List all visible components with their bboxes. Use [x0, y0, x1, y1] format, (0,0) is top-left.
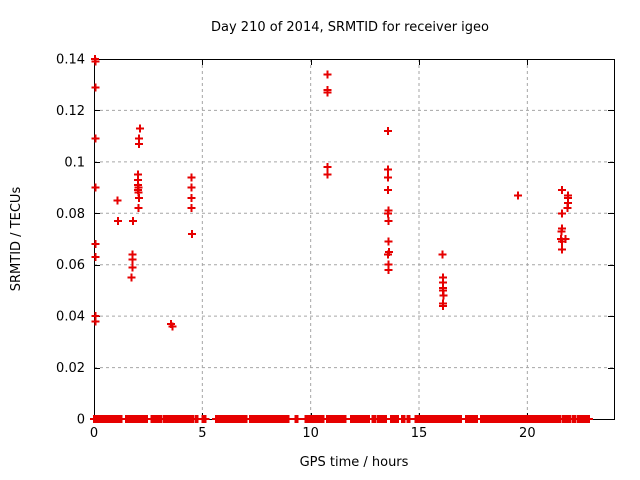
tick-label: 0	[90, 426, 98, 441]
tick-label: 0	[77, 413, 85, 428]
plot-border	[94, 59, 615, 420]
tick-label: 20	[519, 426, 536, 441]
tick-labels: 0 5 10 15 20 0 0.02 0.04 0.06 0.08 0.1 0.12 0.14	[56, 53, 536, 442]
tick-label: 10	[302, 426, 319, 441]
tick-label: 5	[198, 426, 206, 441]
tick-label: 0.02	[56, 361, 85, 376]
tick-label: 0.14	[56, 53, 85, 68]
tick-label: 0.1	[64, 155, 85, 170]
tick-label: 0.04	[56, 310, 85, 325]
data-points	[91, 55, 573, 331]
chart-title: Day 210 of 2014, SRMTID for receiver ige…	[211, 20, 489, 35]
x-axis-label: GPS time / hours	[299, 455, 409, 470]
tick-label: 15	[411, 426, 428, 441]
tick-label: 0.06	[56, 258, 85, 273]
tick-marks	[94, 59, 614, 420]
tick-label: 0.08	[56, 207, 85, 222]
tick-label: 0.12	[56, 104, 85, 119]
gridlines	[94, 59, 614, 419]
zero-line-points	[90, 415, 593, 423]
